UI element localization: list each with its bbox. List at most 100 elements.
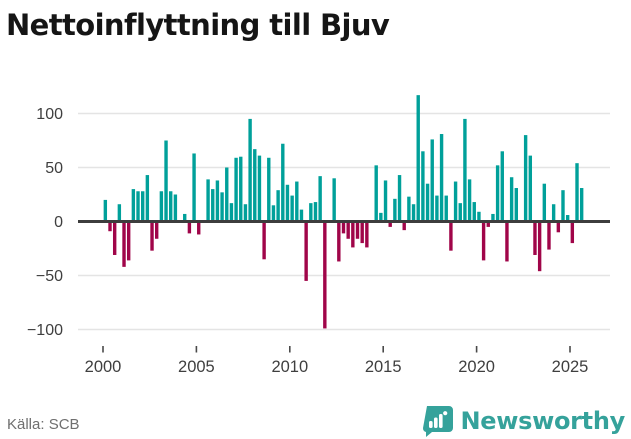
bar xyxy=(551,204,556,222)
bar xyxy=(243,204,248,222)
bar xyxy=(117,204,122,222)
y-tick-label: −50 xyxy=(36,268,63,285)
bar xyxy=(122,221,126,267)
bar xyxy=(169,191,173,222)
bar xyxy=(570,221,575,244)
bar xyxy=(491,213,495,222)
bar xyxy=(229,203,234,222)
newsworthy-logo-icon xyxy=(423,406,454,437)
bar xyxy=(537,221,542,272)
bar xyxy=(575,163,579,222)
bar xyxy=(112,221,117,255)
bar xyxy=(309,203,313,222)
bar xyxy=(458,203,462,222)
bar xyxy=(206,179,210,222)
bar xyxy=(108,221,112,232)
bar xyxy=(313,202,318,222)
brand-name: Newsworthy xyxy=(460,407,625,435)
y-tick-label: 50 xyxy=(45,160,63,177)
bar xyxy=(141,191,145,222)
bar xyxy=(579,188,584,222)
bar xyxy=(257,155,262,222)
bar xyxy=(304,221,308,281)
bar xyxy=(514,188,518,222)
bar xyxy=(332,178,336,222)
bar xyxy=(341,221,346,234)
bar xyxy=(164,140,168,222)
bar xyxy=(523,135,528,222)
bar xyxy=(561,190,565,222)
bar xyxy=(103,199,108,222)
bar xyxy=(379,212,383,222)
bar xyxy=(467,179,472,222)
y-tick-label: −100 xyxy=(27,322,63,339)
bar xyxy=(449,221,453,251)
bar xyxy=(416,95,420,222)
bar xyxy=(542,183,547,222)
bar xyxy=(290,195,294,222)
bar xyxy=(351,221,355,248)
x-tick-label: 2025 xyxy=(552,358,589,376)
y-tick-label: 100 xyxy=(36,106,63,123)
bar xyxy=(556,221,561,233)
brand-lockup: Newsworthy xyxy=(421,405,625,437)
bar xyxy=(192,153,196,222)
x-tick-label: 2000 xyxy=(85,358,122,376)
bar xyxy=(397,175,402,222)
bar xyxy=(276,190,280,222)
bar xyxy=(173,194,178,222)
bar xyxy=(402,221,406,231)
bar xyxy=(155,221,159,239)
bar xyxy=(145,175,150,222)
bar xyxy=(323,221,327,329)
bar xyxy=(318,176,322,222)
bar xyxy=(239,156,243,222)
bar xyxy=(481,221,486,261)
bar xyxy=(262,221,266,260)
bar xyxy=(477,211,481,222)
bar xyxy=(234,157,238,222)
bar xyxy=(435,195,439,222)
bar xyxy=(271,205,276,222)
bar xyxy=(346,221,350,239)
bar xyxy=(295,181,299,222)
bar xyxy=(430,139,434,222)
bar xyxy=(150,221,154,251)
bar xyxy=(267,157,271,222)
bar xyxy=(393,198,397,222)
bar xyxy=(486,221,490,227)
bar xyxy=(211,189,215,222)
bar xyxy=(281,143,285,222)
bar xyxy=(374,165,378,222)
bar xyxy=(215,180,220,222)
bar xyxy=(220,192,224,222)
bar xyxy=(411,204,416,222)
bar xyxy=(355,221,360,239)
bar xyxy=(187,221,192,234)
chart-title: Nettoinflyttning till Bjuv xyxy=(6,8,390,42)
bar xyxy=(444,195,448,222)
bar xyxy=(197,221,201,235)
bar xyxy=(407,196,411,222)
bar xyxy=(183,213,187,222)
bar xyxy=(337,221,341,262)
bar xyxy=(285,184,290,222)
bar xyxy=(565,215,570,222)
bar xyxy=(500,151,504,222)
bar xyxy=(533,221,537,255)
bar xyxy=(365,221,369,248)
x-tick-label: 2015 xyxy=(365,358,402,376)
source-caption: Källa: SCB xyxy=(7,416,80,433)
x-tick-label: 2020 xyxy=(458,358,495,376)
bar xyxy=(248,118,252,222)
bar xyxy=(509,177,514,222)
bar xyxy=(547,221,551,250)
bar xyxy=(126,221,131,261)
bar xyxy=(528,155,533,222)
bar xyxy=(505,221,509,262)
bar xyxy=(159,191,164,222)
bar xyxy=(453,181,458,222)
bar xyxy=(421,151,425,222)
